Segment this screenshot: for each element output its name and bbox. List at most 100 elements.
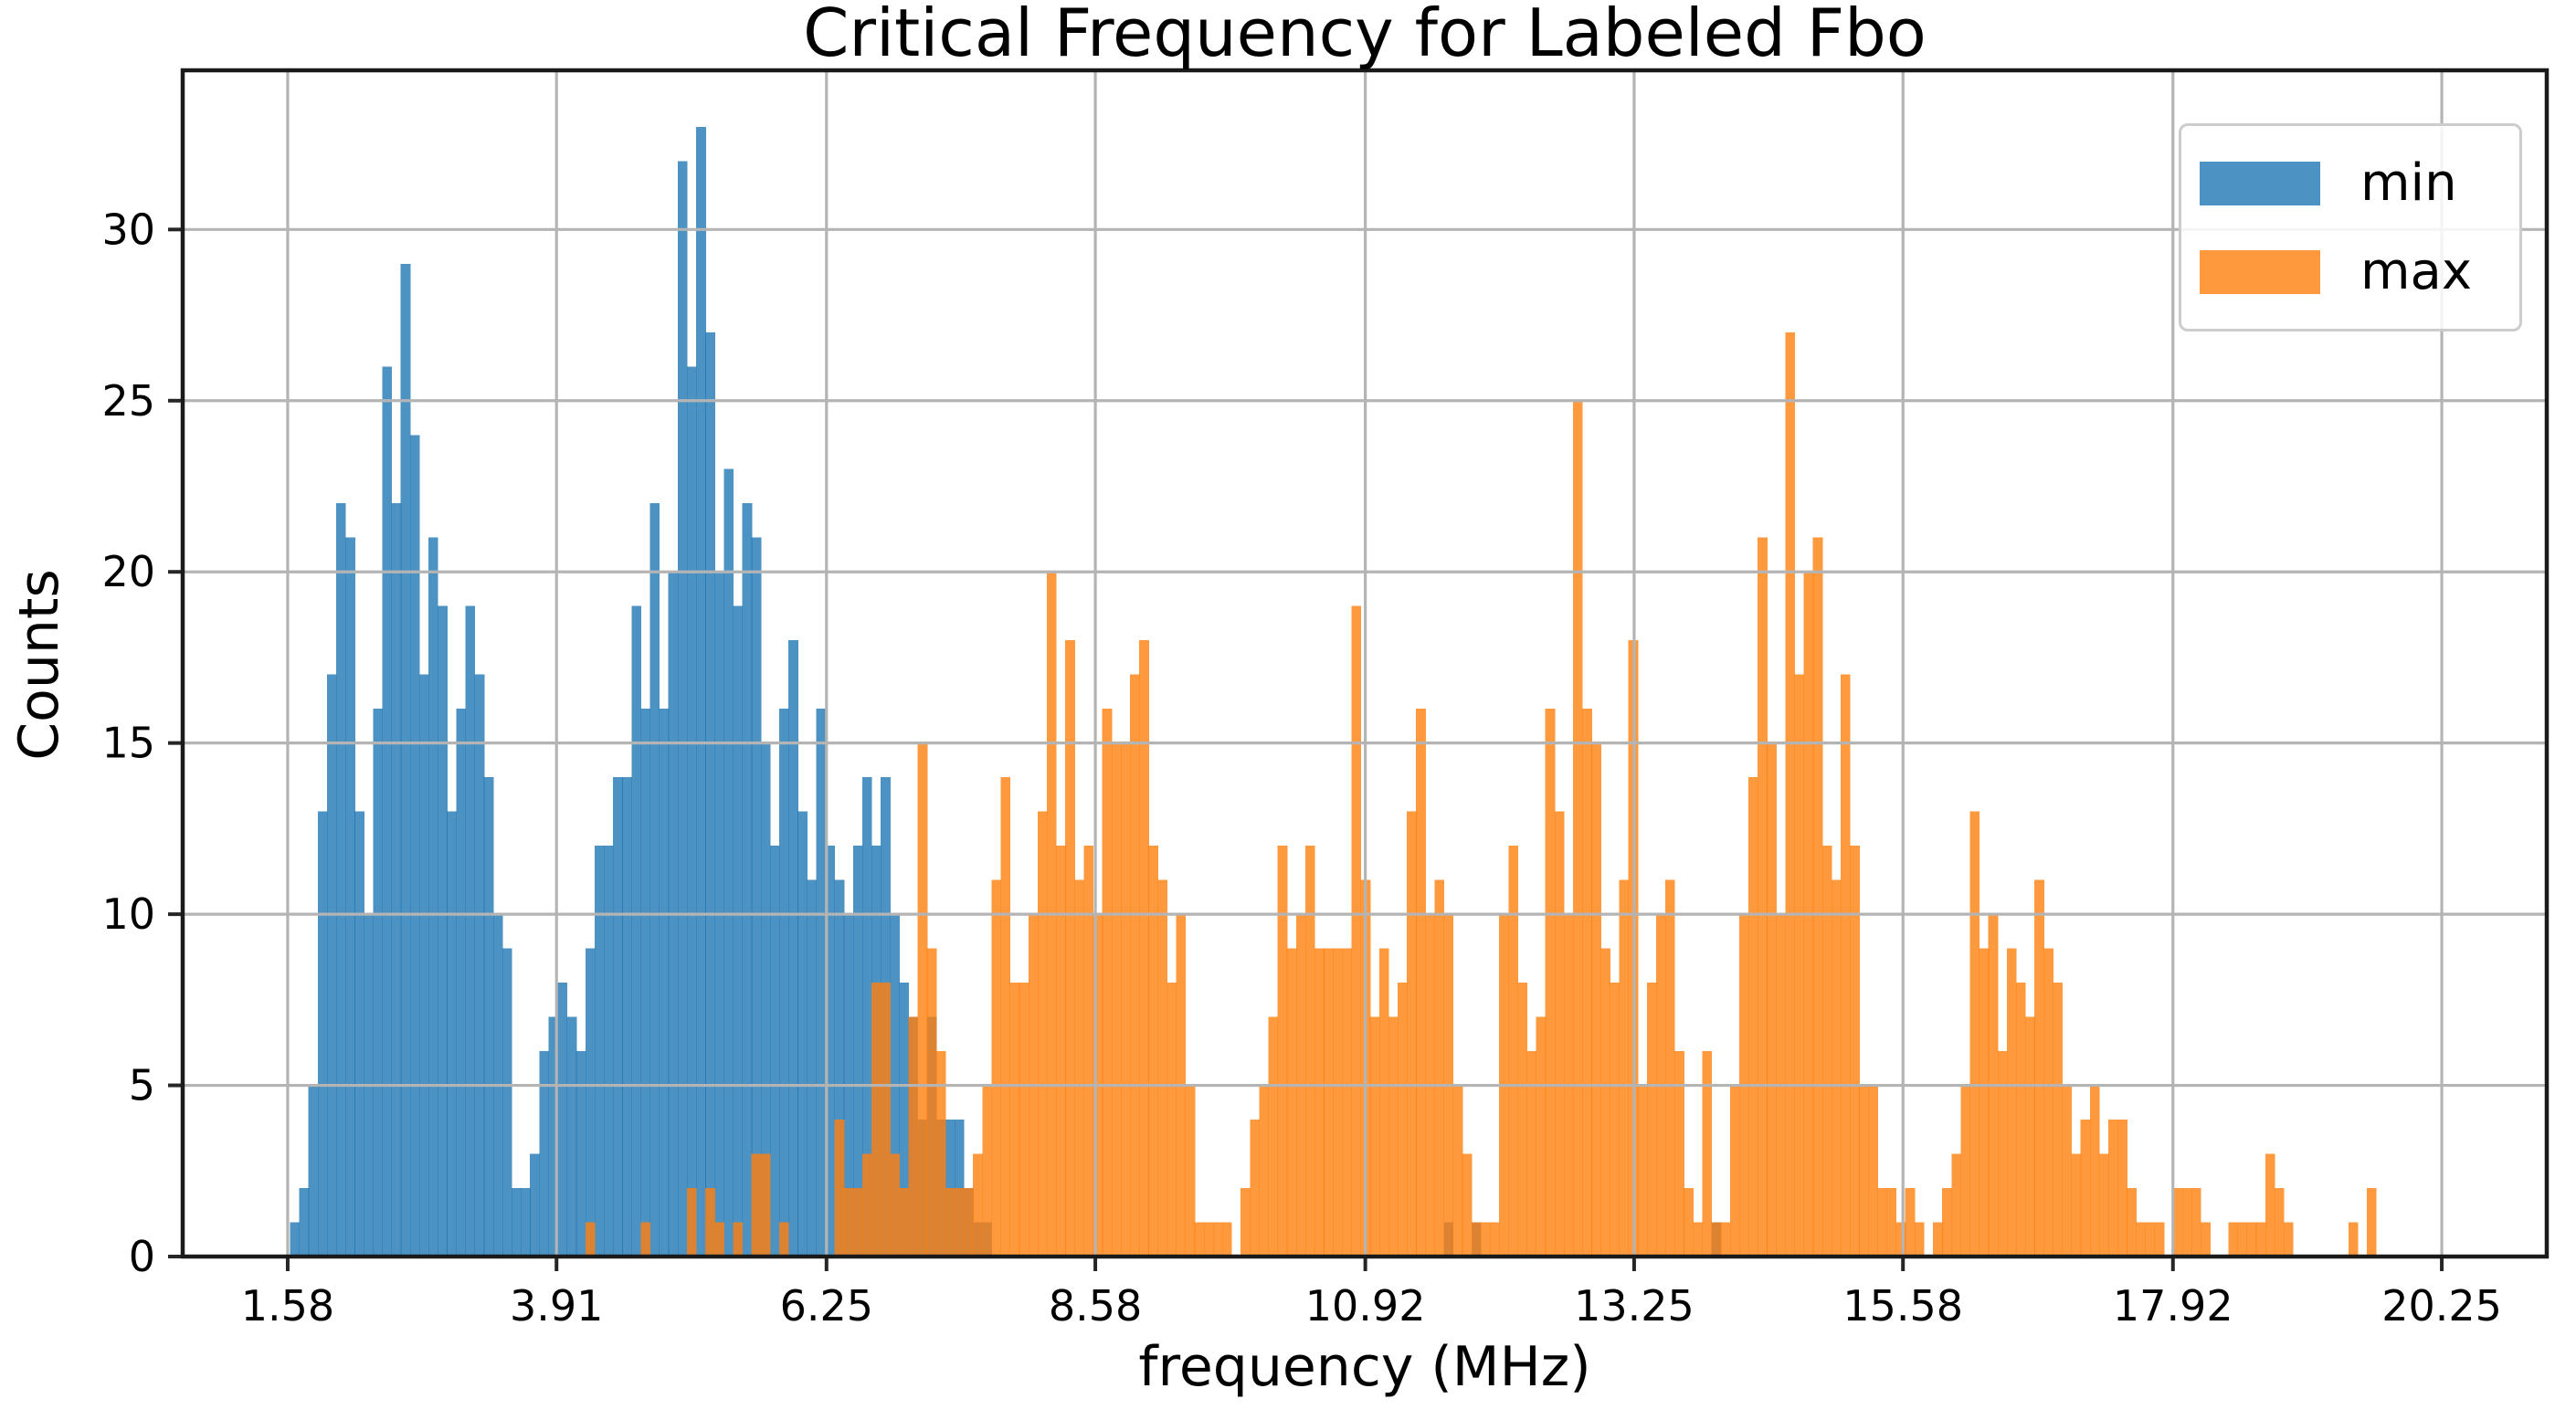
max-histogram-bar [1600,948,1610,1257]
max-histogram-bar [1369,1016,1380,1257]
max-histogram-bar [1526,1051,1537,1257]
max-histogram-bar [1157,879,1167,1257]
min-histogram-bar [428,537,438,1257]
min-histogram-bar [539,1051,549,1257]
max-histogram-bar [1102,709,1113,1257]
min-histogram-bar [825,846,836,1257]
min-histogram-bar [659,709,670,1257]
max-histogram-bar [1324,948,1334,1257]
max-histogram-bar [1841,674,1851,1257]
x-axis-label: frequency (MHz) [1138,1335,1591,1399]
max-histogram-bar [1462,1153,1473,1257]
x-tick-label: 20.25 [2381,1281,2502,1331]
min-histogram-bar [566,1016,577,1257]
max-histogram-bar [1767,742,1777,1257]
max-histogram-bar [843,1188,854,1257]
max-histogram-bar [2255,1222,2266,1257]
max-histogram-bar [2071,1153,2082,1257]
min-histogram-bar [631,605,642,1257]
x-tick-label: 17.92 [2113,1281,2233,1331]
min-histogram-bar [400,263,411,1257]
max-series-swatch [2200,249,2320,294]
max-histogram-bar [1646,983,1657,1257]
x-tick-label: 1.58 [241,1281,334,1331]
max-histogram-bar [917,742,928,1257]
max-histogram-bar [1378,948,1389,1257]
min-histogram-bar [326,674,337,1257]
max-histogram-bar [2136,1222,2147,1257]
max-histogram-bar [2191,1188,2201,1257]
legend-entry-min: min [2200,153,2501,213]
min-histogram-bar [733,605,744,1257]
max-histogram-bar [1868,1085,1879,1257]
max-histogram-bar [1148,846,1158,1257]
max-histogram-bar [964,1188,974,1257]
max-histogram-bar [1831,879,1842,1257]
min-histogram-bar [474,674,485,1257]
max-histogram-bar [1729,1085,1740,1257]
x-tick-label: 10.92 [1305,1281,1426,1331]
max-histogram-bar [1304,846,1315,1257]
min-histogram-bar [483,777,494,1257]
legend-label-min: min [2360,153,2457,213]
max-histogram-bar [2025,1016,2035,1257]
max-histogram-bar [2154,1222,2165,1257]
min-histogram-bar [373,709,384,1257]
max-histogram-bar [585,1222,596,1257]
min-histogram-bar [861,777,872,1257]
min-histogram-bar [557,983,568,1257]
y-tick-label: 5 [129,1061,155,1110]
max-histogram-bar [2284,1222,2294,1257]
max-histogram-bar [1065,640,1075,1257]
max-histogram-bar [2228,1222,2239,1257]
min-histogram-bar [649,503,660,1257]
max-histogram-bar [1517,983,1528,1257]
min-histogram-bar [778,709,789,1257]
max-histogram-bar [1250,1120,1261,1257]
max-histogram-bar [2274,1188,2285,1257]
max-histogram-bar [1490,1222,1500,1257]
min-histogram-bar [299,1188,310,1257]
max-histogram-bar [1711,1222,1722,1257]
x-tick-label: 13.25 [1574,1281,1694,1331]
min-histogram-bar [816,709,827,1257]
max-histogram-bar [2366,1188,2377,1257]
min-histogram-bar [696,126,706,1257]
min-histogram-bar [548,1016,559,1257]
x-tick-label: 15.58 [1842,1281,1963,1331]
max-histogram-bar [852,1188,863,1257]
max-histogram-bar [1951,1153,1961,1257]
max-histogram-bar [954,1188,965,1257]
max-histogram-bar [2006,948,2017,1257]
max-histogram-bar [973,1153,983,1257]
max-histogram-bar [2265,1153,2275,1257]
min-histogram-bar [501,948,512,1257]
max-histogram-bar [1886,1188,1897,1257]
min-histogram-bar [438,605,448,1257]
max-histogram-bar [1720,1222,1731,1257]
max-histogram-bar [834,1120,845,1257]
legend-label-max: max [2360,241,2473,301]
max-histogram-bar [1785,331,1796,1257]
max-histogram-bar [2108,1120,2118,1257]
max-histogram-bar [1407,811,1417,1257]
max-histogram-bar [2034,879,2044,1257]
legend: min max [2179,123,2522,331]
max-histogram-bar [1185,1085,1196,1257]
max-histogram-bar [881,983,891,1257]
min-histogram-bar [354,811,364,1257]
max-histogram-bar [1665,879,1675,1257]
y-tick-label: 15 [101,719,155,768]
max-histogram-bar [1009,983,1020,1257]
min-histogram-bar [418,674,429,1257]
min-histogram-bar [852,846,863,1257]
max-histogram-bar [640,1222,651,1257]
max-histogram-bar [2098,1153,2109,1257]
min-series-swatch [2200,161,2320,205]
max-histogram-bar [982,1085,993,1257]
y-tick-label: 0 [129,1232,155,1281]
max-histogram-bar [1416,709,1426,1257]
max-histogram-bar [1286,948,1297,1257]
max-histogram-bar [1702,1051,1713,1257]
min-histogram-bar [742,503,753,1257]
